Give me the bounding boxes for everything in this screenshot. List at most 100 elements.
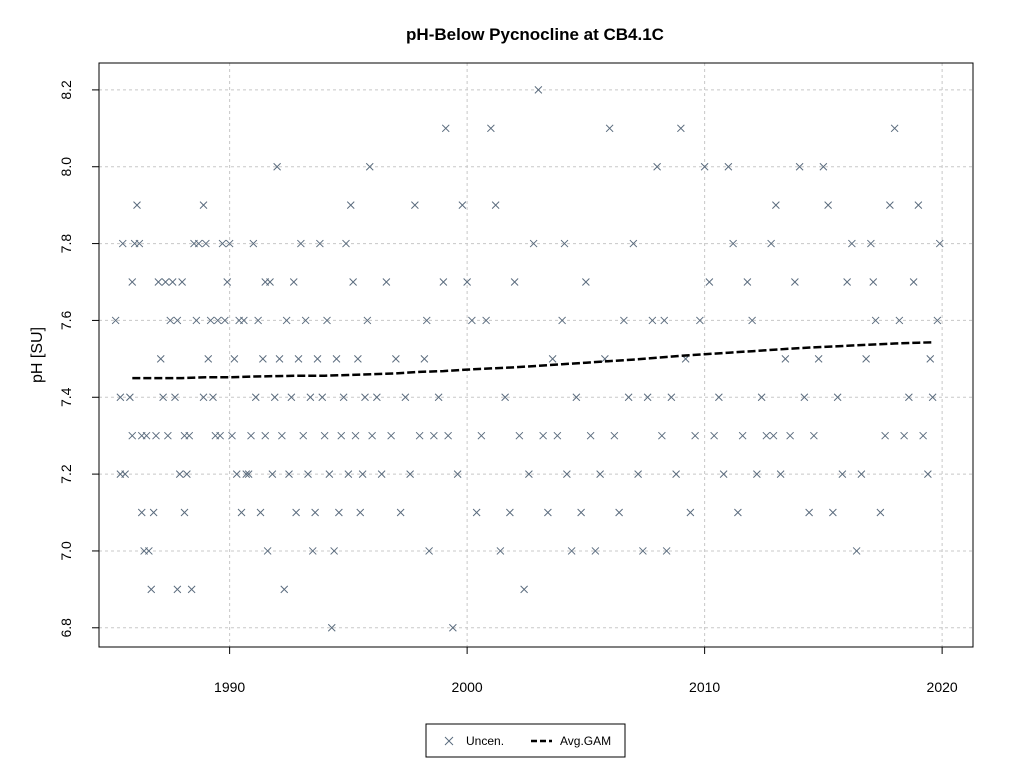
data-point [223,278,232,286]
data-point [838,470,847,478]
data-point [377,470,386,478]
data-point [643,393,652,402]
data-point [634,470,642,478]
data-point [349,278,357,286]
data-point [142,431,151,440]
data-point [924,470,932,478]
data-point [216,431,224,440]
data-point [320,431,329,440]
data-point [316,239,324,248]
data-point [173,316,182,325]
data-point [895,316,904,325]
data-point [444,431,452,440]
data-point [228,431,236,440]
data-point [287,393,296,402]
data-point [653,162,661,171]
data-point [710,431,718,440]
data-point [738,431,747,440]
data-point [560,239,569,248]
data-point [249,239,258,248]
data-point [472,508,481,517]
data-point [154,278,163,286]
data-point [909,278,918,286]
data-point [133,201,141,210]
x-tick-label: 1990 [214,679,245,695]
data-point [297,239,305,248]
data-point [786,431,794,440]
data-point [387,431,395,440]
data-point [615,508,623,517]
data-point [382,278,391,286]
data-point [356,508,365,517]
y-tick-label: 7.0 [58,541,74,561]
data-point [563,470,571,478]
data-point [905,393,913,402]
gam-line [132,341,933,380]
data-point [337,431,346,440]
data-point [275,354,284,363]
data-point [135,239,144,248]
data-point [477,431,486,440]
legend-gam-label: Avg.GAM [560,734,611,748]
data-point [772,201,780,210]
data-point [624,393,633,402]
data-point [232,470,241,478]
data-point [327,623,336,632]
data-point [529,239,538,248]
data-point [278,431,286,440]
data-point [506,508,514,517]
data-point [876,508,885,517]
data-point [843,278,851,286]
data-point [368,431,376,440]
data-point [261,431,270,440]
legend-x-marker [444,736,454,746]
data-point [795,162,804,171]
data-point [415,431,424,440]
data-point [152,431,160,440]
data-point [757,393,766,402]
gam-layer [132,341,933,380]
data-point [928,393,937,402]
data-point [251,393,260,402]
data-point [441,124,450,133]
legend-uncen-marker [444,736,454,746]
data-point [111,316,120,325]
data-point [453,470,462,478]
data-point [501,393,509,402]
data-point [610,431,619,440]
data-point [539,431,547,440]
data-point [292,508,300,517]
data-point [147,585,156,594]
data-point [406,470,414,478]
data-point [577,508,585,517]
data-point [173,585,182,594]
data-point [128,278,137,286]
y-tick-label: 7.4 [58,387,74,407]
data-point [161,278,170,286]
data-point [199,393,208,402]
data-point [705,278,714,286]
data-point [487,124,495,133]
data-point [273,162,281,171]
data-point [209,393,217,402]
data-point [180,508,189,517]
data-point [567,547,576,555]
data-point [662,547,671,555]
data-point [420,354,429,363]
data-point [700,162,709,171]
data-point [848,239,856,248]
data-point [871,316,880,325]
data-point [396,508,405,517]
data-point [935,239,944,248]
data-point [175,470,184,478]
data-point [280,585,289,594]
data-point [171,393,179,402]
data-point [544,508,552,517]
legend: Uncen. Avg.GAM [425,723,626,758]
data-point [121,470,129,478]
data-point [926,354,935,363]
data-point [660,316,669,325]
data-point [270,393,279,402]
x-tick-label: 2010 [689,679,720,695]
